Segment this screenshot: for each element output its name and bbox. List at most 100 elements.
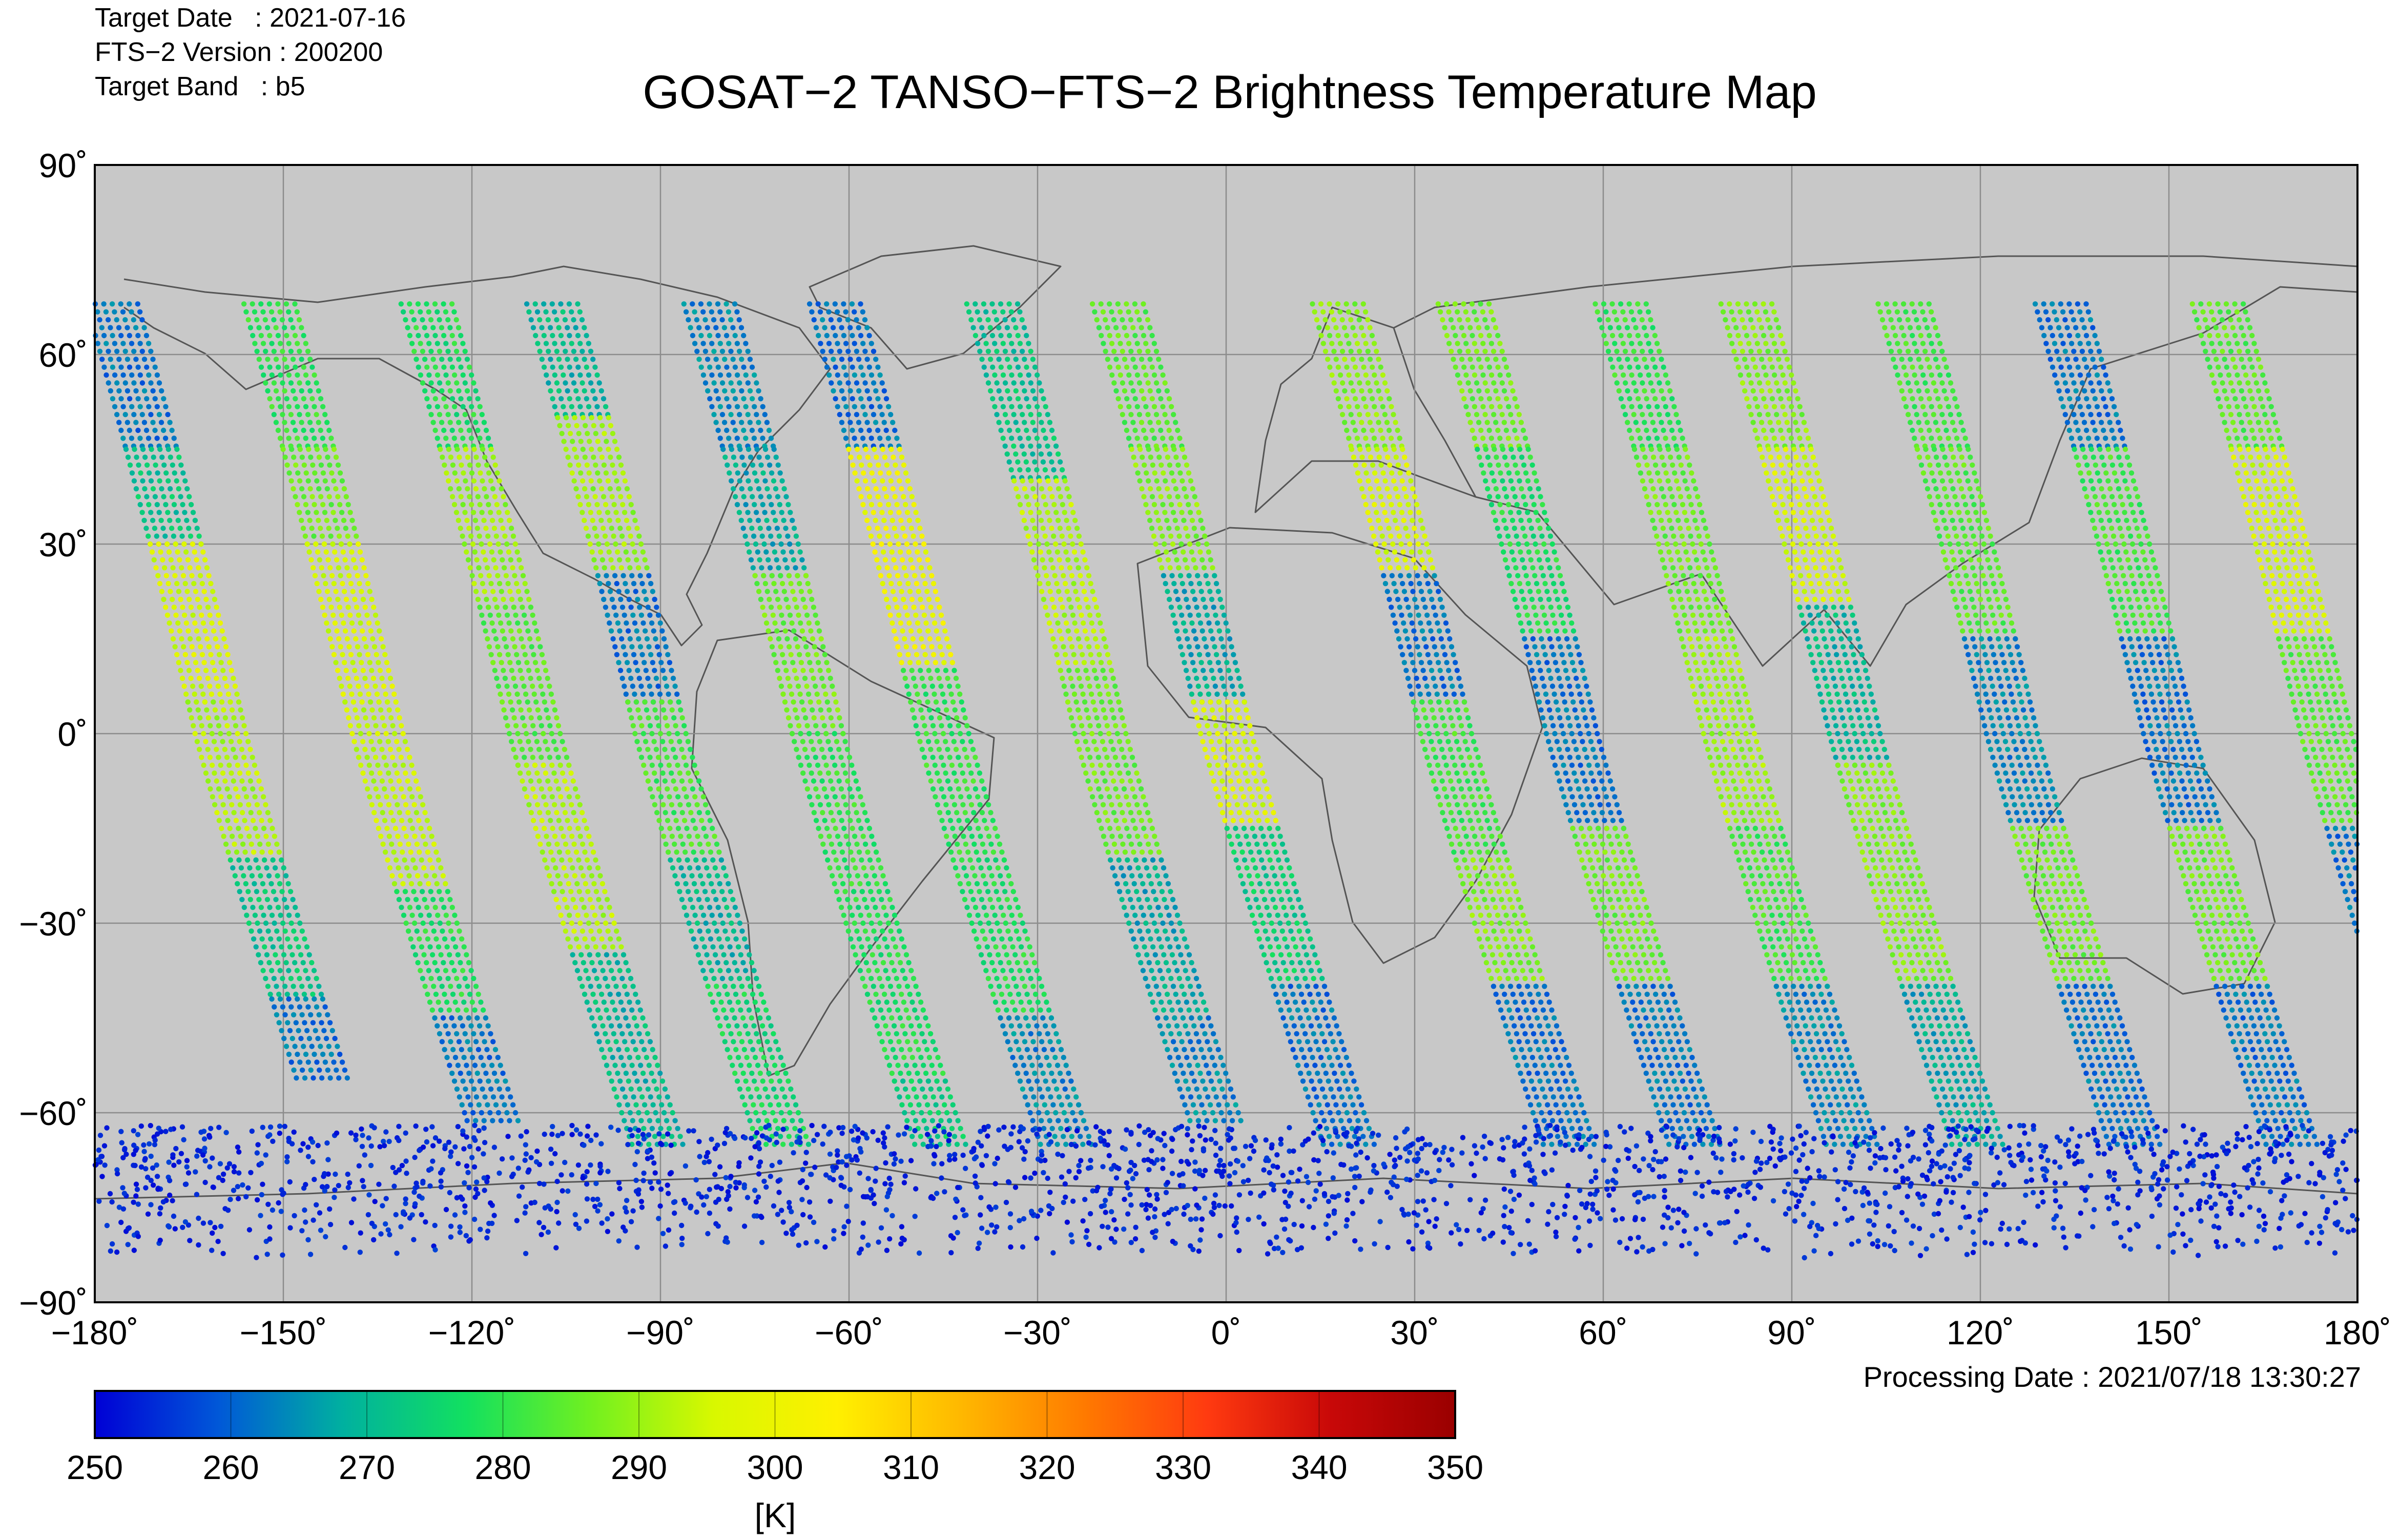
observation-point: [434, 881, 440, 887]
observation-point: [561, 920, 566, 926]
observation-point: [769, 470, 775, 476]
observation-point: [923, 1070, 929, 1076]
observation-point: [760, 404, 765, 409]
observation-point: [337, 502, 343, 508]
observation-point: [884, 565, 890, 571]
observation-point: [1041, 991, 1047, 997]
observation-point: [917, 739, 923, 744]
observation-point: [899, 454, 905, 460]
observation-point: [343, 494, 349, 500]
observation-point: [494, 675, 500, 681]
observation-point: [986, 834, 992, 839]
observation-point: [893, 944, 899, 950]
observation-point: [650, 589, 656, 594]
observation-point: [320, 605, 326, 610]
observation-point: [194, 557, 199, 563]
observation-point: [726, 372, 732, 378]
observation-point: [1008, 467, 1014, 473]
observation-point: [942, 1102, 947, 1108]
observation-point: [118, 332, 124, 339]
observation-point: [873, 905, 878, 910]
observation-point: [483, 1070, 489, 1076]
observation-point: [897, 478, 902, 484]
observation-point: [572, 415, 577, 421]
observation-point: [309, 427, 315, 433]
observation-point: [964, 786, 970, 792]
observation-point: [915, 549, 920, 555]
observation-point: [907, 1102, 914, 1108]
observation-point: [995, 920, 1000, 926]
observation-point: [101, 332, 107, 339]
observation-point: [360, 770, 366, 776]
observation-point: [894, 533, 899, 539]
observation-point: [451, 968, 457, 973]
observation-point: [695, 834, 700, 839]
observation-point: [653, 746, 659, 753]
observation-point: [601, 396, 607, 402]
observation-point: [817, 770, 823, 776]
observation-point: [756, 1118, 761, 1123]
observation-point: [454, 412, 460, 418]
observation-point: [876, 462, 881, 468]
observation-point: [996, 325, 1002, 330]
observation-point: [479, 1031, 485, 1037]
observation-point: [1007, 1047, 1013, 1052]
observation-point: [274, 1012, 280, 1018]
observation-point: [435, 435, 440, 441]
observation-point: [301, 494, 307, 500]
observation-point: [617, 968, 623, 973]
observation-point: [1059, 565, 1064, 571]
observation-point: [915, 731, 921, 737]
observation-point: [755, 1007, 760, 1013]
observation-point: [584, 364, 590, 370]
observation-point: [800, 770, 806, 776]
observation-point: [471, 478, 477, 484]
observation-point: [419, 857, 424, 863]
observation-point: [460, 372, 466, 378]
observation-point: [581, 960, 587, 966]
observation-point: [553, 778, 559, 784]
observation-point: [629, 1063, 635, 1068]
observation-point: [856, 849, 862, 855]
observation-point: [342, 628, 348, 634]
observation-point: [150, 357, 156, 362]
observation-point: [843, 435, 849, 441]
observation-point: [588, 510, 594, 515]
observation-point: [873, 357, 879, 362]
observation-point: [630, 510, 636, 515]
observation-point: [476, 565, 482, 571]
observation-point: [664, 723, 670, 729]
observation-point: [591, 423, 597, 428]
observation-point: [367, 794, 373, 800]
observation-point: [791, 557, 797, 563]
observation-point: [866, 912, 872, 918]
observation-point: [1063, 620, 1069, 626]
observation-point: [277, 881, 283, 887]
observation-point: [715, 905, 721, 910]
observation-point: [175, 549, 180, 555]
observation-point: [977, 348, 983, 354]
observation-point: [322, 478, 328, 484]
observation-point: [180, 573, 187, 578]
observation-point: [697, 873, 704, 879]
observation-point: [862, 380, 868, 386]
observation-point: [1050, 1102, 1056, 1108]
observation-point: [706, 928, 711, 934]
observation-point: [499, 486, 504, 492]
observation-point: [513, 723, 519, 729]
observation-point: [671, 715, 677, 721]
observation-point: [602, 533, 608, 539]
observation-point: [804, 755, 810, 760]
observation-point: [660, 707, 667, 713]
observation-point: [256, 897, 262, 903]
observation-point: [411, 770, 417, 776]
observation-point: [309, 1044, 315, 1049]
observation-point: [892, 596, 898, 602]
observation-point: [939, 786, 944, 792]
observation-point: [680, 873, 687, 879]
observation-point: [647, 1039, 653, 1045]
observation-point: [599, 936, 605, 942]
observation-point: [221, 834, 226, 839]
observation-point: [659, 1078, 666, 1084]
observation-point: [1038, 1141, 1043, 1147]
